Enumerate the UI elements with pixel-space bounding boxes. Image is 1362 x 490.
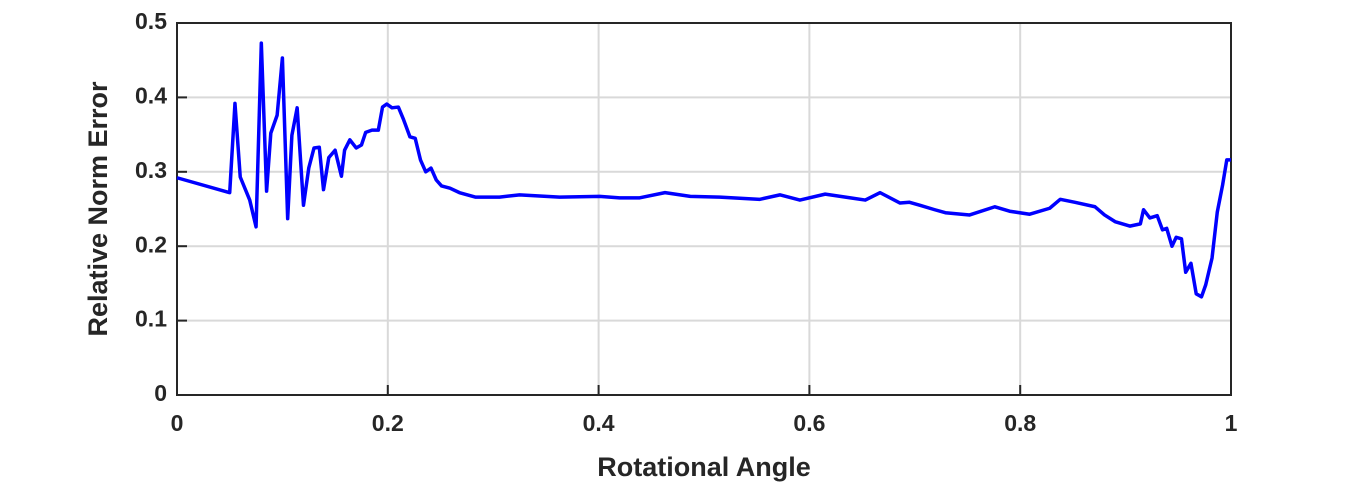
x-tick-label: 0.4 [583, 410, 615, 436]
y-axis-label: Relative Norm Error [83, 81, 113, 337]
y-tick-label: 0.1 [135, 306, 167, 332]
plot-frame [176, 22, 1232, 396]
x-tick-label: 0.6 [793, 410, 825, 436]
y-tick-label: 0.3 [135, 157, 167, 183]
y-tick-label: 0.5 [135, 8, 167, 34]
x-tick-label: 1 [1225, 410, 1238, 436]
y-tick-label: 0 [154, 380, 167, 406]
x-tick-label: 0.2 [372, 410, 404, 436]
y-tick-label: 0.2 [135, 231, 167, 257]
y-tick-label: 0.4 [135, 82, 167, 108]
x-tick-label: 0 [171, 410, 184, 436]
x-axis-label: Rotational Angle [597, 452, 811, 482]
line [176, 41, 1231, 299]
x-tick-label: 0.8 [1004, 410, 1036, 436]
